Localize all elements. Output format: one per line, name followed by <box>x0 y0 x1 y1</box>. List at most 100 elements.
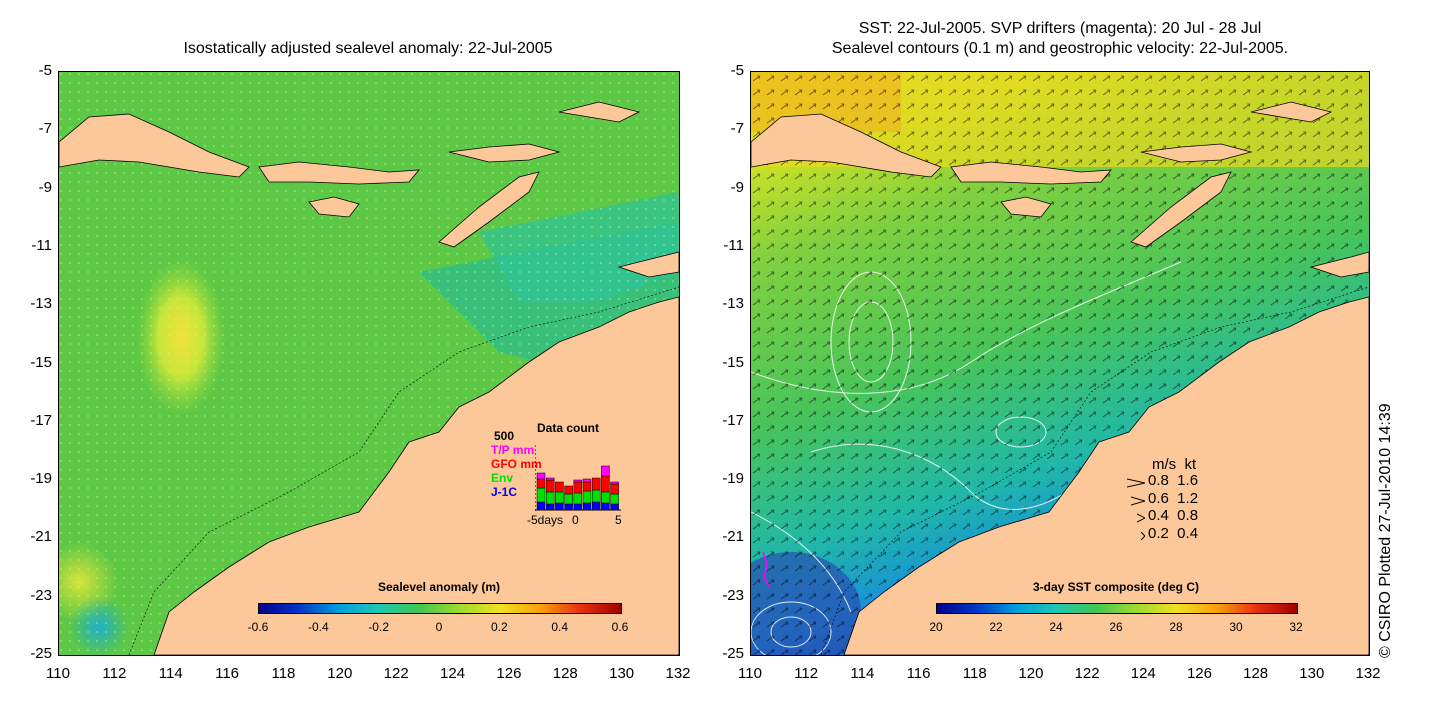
data-count-bar-segment <box>582 502 592 511</box>
x-tick-label: 112 <box>794 665 819 682</box>
left-map-title: Isostatically adjusted sealevel anomaly:… <box>183 40 553 57</box>
y-tick-label: -23 <box>30 586 52 604</box>
data-count-bar-segment <box>591 477 601 491</box>
data-count-bar-segment <box>536 501 546 511</box>
data-count-bar-segment <box>601 491 610 504</box>
data-count-bar-segment <box>545 477 555 481</box>
data-count-bar-segment <box>601 475 610 493</box>
x-tick-label: 132 <box>1355 665 1381 682</box>
data-count-x-label: -5days <box>527 513 564 527</box>
colorbar-tick-label: 0 <box>435 620 443 634</box>
x-tick-label: 110 <box>46 665 70 682</box>
data-count-bar-segment <box>564 503 573 511</box>
left-sealevel-map[interactable] <box>58 71 680 656</box>
data-count-x-label: 5 <box>615 513 622 527</box>
x-tick-label: 114 <box>850 665 875 682</box>
x-tick-label: 126 <box>1186 665 1212 682</box>
x-tick-label: 130 <box>609 665 635 682</box>
y-tick-label: -13 <box>30 295 52 313</box>
data-count-bar-segment <box>610 483 619 495</box>
velocity-scale-arrow <box>1126 475 1146 488</box>
right-map-title-line2: Sealevel contours (0.1 m) and geostrophi… <box>831 40 1289 57</box>
data-count-bar-segment <box>555 481 564 493</box>
right-colorbar-title: 3-day SST composite (deg C) <box>1032 580 1200 594</box>
velocity-scale-arrow <box>1136 510 1147 523</box>
data-count-x-label: 0 <box>572 513 579 527</box>
colorbar-tick-label: -0.6 <box>247 620 269 634</box>
data-count-bar-segment <box>582 481 592 492</box>
data-count-bar-segment <box>573 479 583 483</box>
colorbar-tick-label: 0.6 <box>611 620 629 634</box>
data-count-bar-segment <box>564 493 573 505</box>
data-count-bar-segment <box>573 492 583 505</box>
y-tick-label: -9 <box>38 178 52 196</box>
data-count-max-label: 500 <box>494 429 515 443</box>
x-tick-label: 130 <box>1299 665 1325 682</box>
data-count-series-label: GFO mm <box>491 457 542 471</box>
left-colorbar <box>258 603 622 614</box>
y-tick-label: -5 <box>38 62 52 79</box>
x-tick-label: 118 <box>271 665 296 682</box>
y-tick-label: -25 <box>30 645 52 662</box>
y-tick-label: -17 <box>30 411 52 429</box>
colorbar-tick-label: 0.4 <box>551 620 568 634</box>
data-count-bar-segment <box>536 472 546 480</box>
plot-credit: © CSIRO Plotted 27-Jul-2010 14:39 <box>1377 403 1394 658</box>
data-count-bar-segment <box>555 491 564 504</box>
data-count-bar-segment <box>582 490 592 504</box>
y-tick-label: -15 <box>30 353 52 371</box>
y-tick-label: -19 <box>30 470 52 488</box>
x-tick-label: 132 <box>665 665 691 682</box>
right-colorbar <box>936 603 1298 614</box>
data-count-bar-segment <box>610 493 619 505</box>
data-count-bar-segment <box>582 478 592 483</box>
data-count-bar-segment <box>591 489 601 503</box>
data-count-bar-segment <box>591 501 601 511</box>
colorbar-tick-label: 0.2 <box>490 620 508 634</box>
colorbar-tick-label: 22 <box>989 620 1003 634</box>
colorbar-tick-label: 28 <box>1169 620 1183 634</box>
data-count-bar-segment <box>555 502 564 511</box>
data-count-title: Data count <box>537 421 600 435</box>
velocity-legend-row: 0.4 0.8 <box>1148 507 1199 524</box>
data-count-bar-segment <box>536 487 546 503</box>
velocity-legend-row: 0.2 0.4 <box>1148 524 1199 542</box>
velocity-legend-header: m/s kt <box>1152 456 1197 473</box>
data-count-bar-segment <box>601 502 610 511</box>
colorbar-tick-label: 30 <box>1229 620 1243 634</box>
velocity-legend-row: 0.8 1.6 <box>1148 472 1199 489</box>
data-count-bar-segment <box>545 479 555 493</box>
data-count-bars <box>534 445 621 511</box>
x-tick-label: 118 <box>962 665 987 682</box>
x-tick-label: 126 <box>496 665 522 682</box>
velocity-scale-arrow <box>1130 493 1147 505</box>
x-tick-label: 114 <box>158 665 183 682</box>
y-tick-label: -11 <box>31 236 52 254</box>
x-tick-label: 120 <box>327 665 353 682</box>
y-tick-label: -17 <box>722 411 744 429</box>
colorbar-tick-label: 26 <box>1109 620 1123 634</box>
left-colorbar-title: Sealevel anomaly (m) <box>377 580 501 594</box>
y-tick-label: -7 <box>730 120 744 138</box>
x-tick-label: 110 <box>738 665 762 682</box>
velocity-legend-row: 0.6 1.2 <box>1148 489 1199 507</box>
data-count-bar-segment <box>573 481 583 494</box>
data-count-bar-segment <box>545 503 555 511</box>
x-tick-label: 112 <box>102 665 127 682</box>
colorbar-tick-label: 24 <box>1049 620 1063 634</box>
x-tick-label: 128 <box>552 665 578 682</box>
y-tick-label: -25 <box>722 645 744 662</box>
data-count-bar-segment <box>564 485 573 495</box>
x-tick-label: 124 <box>440 665 466 682</box>
data-count-bar-segment <box>536 478 546 489</box>
x-tick-label: 124 <box>1130 665 1156 682</box>
y-tick-label: -21 <box>30 528 52 546</box>
data-count-bar-segment <box>610 481 619 485</box>
y-tick-label: -21 <box>722 528 744 546</box>
colorbar-tick-label: 20 <box>929 620 943 634</box>
right-sst-map[interactable] <box>750 71 1370 656</box>
data-count-series-label: T/P mm <box>491 443 535 457</box>
colorbar-tick-label: -0.2 <box>368 620 389 634</box>
y-tick-label: -5 <box>730 62 744 79</box>
velocity-scale-arrow <box>1140 528 1146 540</box>
